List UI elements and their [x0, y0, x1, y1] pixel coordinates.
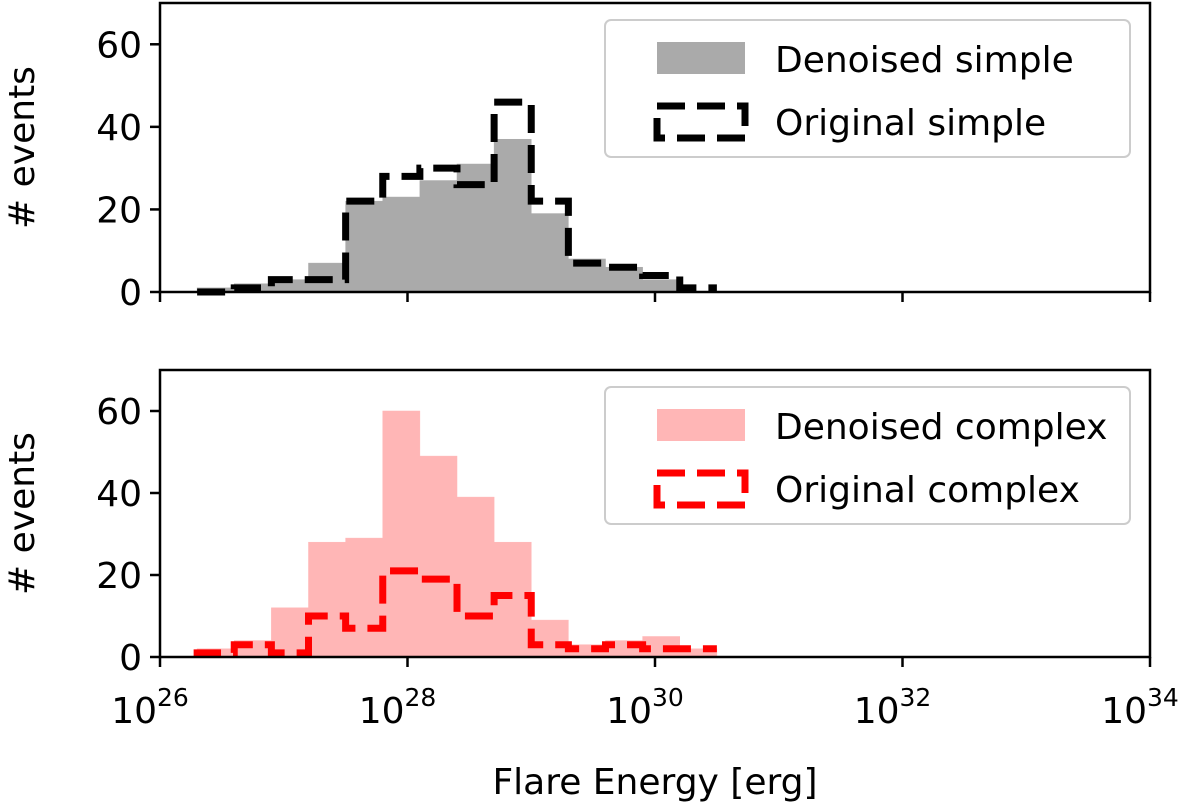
denoised-bar [456, 496, 495, 658]
x-tick-label: 1034 [1101, 683, 1179, 732]
y-axis-label: # events [2, 432, 43, 595]
denoised-bar [493, 138, 532, 293]
legend-label-denoised: Denoised complex [775, 407, 1107, 448]
y-tick-label: 0 [119, 638, 142, 679]
denoised-bar [382, 196, 421, 293]
original-step-outline [193, 567, 717, 657]
x-tick-label: 1028 [359, 683, 437, 732]
y-tick-label: 40 [96, 474, 142, 515]
denoised-bar [419, 180, 458, 293]
denoised-bar [308, 541, 346, 658]
y-tick-label: 40 [96, 108, 142, 149]
y-axis-label: # events [2, 66, 43, 229]
denoised-bar [605, 266, 643, 293]
legend-label-original: Original complex [775, 470, 1080, 511]
legend-label-denoised: Denoised simple [775, 40, 1074, 81]
x-tick-label: 1032 [854, 683, 932, 732]
legend-swatch-denoised [657, 42, 745, 74]
denoised-bars [196, 410, 718, 658]
x-tick-label: 1030 [606, 683, 684, 732]
legend-swatch-original [653, 102, 749, 142]
denoised-bar [419, 455, 458, 658]
y-tick-label: 60 [96, 392, 142, 433]
legend-swatch-denoised [657, 409, 745, 441]
denoised-bar [642, 279, 680, 293]
denoised-bar [345, 200, 383, 293]
denoised-bars [196, 138, 680, 293]
denoised-bar [493, 541, 532, 658]
y-tick-label: 0 [119, 273, 142, 314]
top-histogram-panel: 0 20 40 60 # events Denoised simple Original s… [2, 1, 1152, 314]
y-tick-label: 20 [96, 556, 142, 597]
original-step-outline [197, 98, 717, 296]
denoised-bar [531, 619, 569, 658]
legend: Denoised simple Original simple [604, 19, 1131, 158]
denoised-bar [345, 537, 383, 658]
y-tick-label: 60 [96, 25, 142, 66]
y-tick-label: 20 [96, 190, 142, 231]
denoised-bar [382, 410, 421, 658]
legend-swatch-original [653, 469, 749, 509]
denoised-bar [531, 213, 569, 293]
legend: Denoised complex Original complex [604, 386, 1131, 525]
bottom-histogram-panel: 0 20 40 60 1026 1028 1030 1032 1034 # events Denoi… [2, 368, 1179, 732]
denoised-bar [271, 607, 309, 658]
legend-label-original: Original simple [775, 103, 1046, 144]
x-tick-label: 1026 [111, 683, 189, 732]
x-axis-label: Flare Energy [erg] [492, 762, 817, 803]
